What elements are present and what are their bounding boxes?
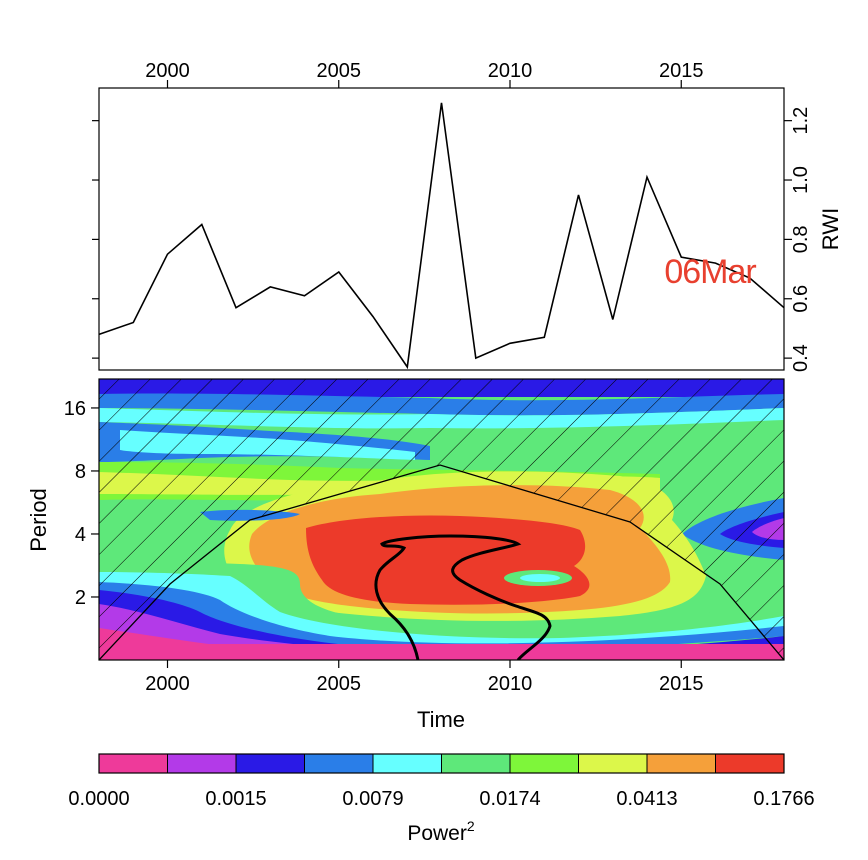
top-y-tick-label: 0.8: [790, 225, 812, 253]
top-x-tick-label: 2010: [488, 60, 533, 82]
colorbar-tick-label: 0.0413: [616, 788, 677, 810]
bottom-x-tick-label: 2005: [317, 673, 362, 695]
bottom-x-axis: 2000 2005 2010 2015: [145, 660, 704, 695]
bottom-y-tick-label: 2: [75, 587, 86, 609]
colorbar-swatch: [715, 753, 785, 774]
wavelet-power-heatmap: 2000 2005 2010 2015 2 4 8 16 Time Period: [26, 378, 785, 732]
colorbar-title: Power2: [407, 818, 475, 845]
colorbar-swatch: [235, 753, 305, 774]
rwi-series-line: [98, 102, 785, 370]
power-lower-green-band: [99, 560, 784, 635]
top-x-tick-label: 2015: [659, 60, 704, 82]
bottom-y-tick-label: 16: [64, 398, 86, 420]
colorbar-swatches: [98, 753, 785, 774]
top-x-tick-label: 2000: [145, 60, 190, 82]
top-y-axis-right: 0.4 0.6 0.8 1.0 1.2: [92, 107, 812, 372]
bottom-y-axis: 2 4 8 16: [64, 398, 99, 609]
power-left-magenta-wedge: [99, 628, 240, 648]
colorbar-title-text: Power: [407, 822, 467, 845]
bottom-y-tick-label: 8: [75, 461, 86, 483]
colorbar-swatch: [372, 753, 442, 774]
rwi-axis-label: RWI: [818, 208, 843, 250]
top-x-axis: 2000 2005 2010 2015: [145, 60, 704, 88]
bottom-plot-frame: [98, 378, 785, 661]
colorbar-tick-labels: 0.0000 0.0015 0.0079 0.0174 0.0413 0.1766: [68, 788, 814, 810]
colorbar-swatch: [646, 753, 716, 774]
top-x-tick-label: 2005: [317, 60, 362, 82]
bottom-y-tick-label: 4: [75, 524, 86, 546]
significance-contour: [374, 534, 552, 660]
colorbar-swatch: [578, 753, 648, 774]
colorbar-tick-label: 0.0079: [342, 788, 403, 810]
top-y-tick-label: 0.6: [790, 285, 812, 313]
rwi-line-chart: 2000 2005 2010 2015 0.4 0.6 0.8 1.0 1.2 RWI 06M…: [92, 60, 843, 372]
colorbar-swatch: [167, 753, 237, 774]
power-colorbar: 0.0000 0.0015 0.0079 0.0174 0.0413 0.1766 Pow…: [68, 753, 815, 845]
colorbar-swatch: [98, 753, 168, 774]
period-axis-label: Period: [26, 488, 51, 552]
cone-of-influence-line: [99, 464, 784, 660]
bottom-x-tick-label: 2000: [145, 673, 190, 695]
power-region-red: [306, 515, 590, 605]
cone-of-influence-hatching: [99, 379, 784, 660]
bottom-x-tick-label: 2015: [659, 673, 704, 695]
colorbar-tick-label: 0.0174: [479, 788, 540, 810]
top-y-tick-label: 0.4: [790, 344, 812, 372]
top-y-tick-label: 1.2: [790, 107, 812, 135]
colorbar-swatch: [509, 753, 579, 774]
colorbar-frame: [98, 753, 785, 774]
colorbar-tick-label: 0.0000: [68, 788, 129, 810]
time-axis-label: Time: [417, 707, 465, 732]
colorbar-swatch: [304, 753, 374, 774]
power-inner-cyan-island: [520, 574, 560, 582]
power-lower-magenta-band: [99, 644, 784, 660]
top-y-tick-label: 1.0: [790, 166, 812, 194]
rwi-annotation-text: 06Mar: [664, 253, 756, 291]
top-plot-frame: [98, 87, 785, 371]
colorbar-tick-label: 0.1766: [753, 788, 814, 810]
colorbar-title-superscript: 2: [467, 818, 475, 834]
colorbar-tick-label: 0.0015: [205, 788, 266, 810]
bottom-x-tick-label: 2010: [488, 673, 533, 695]
colorbar-swatch: [441, 753, 511, 774]
